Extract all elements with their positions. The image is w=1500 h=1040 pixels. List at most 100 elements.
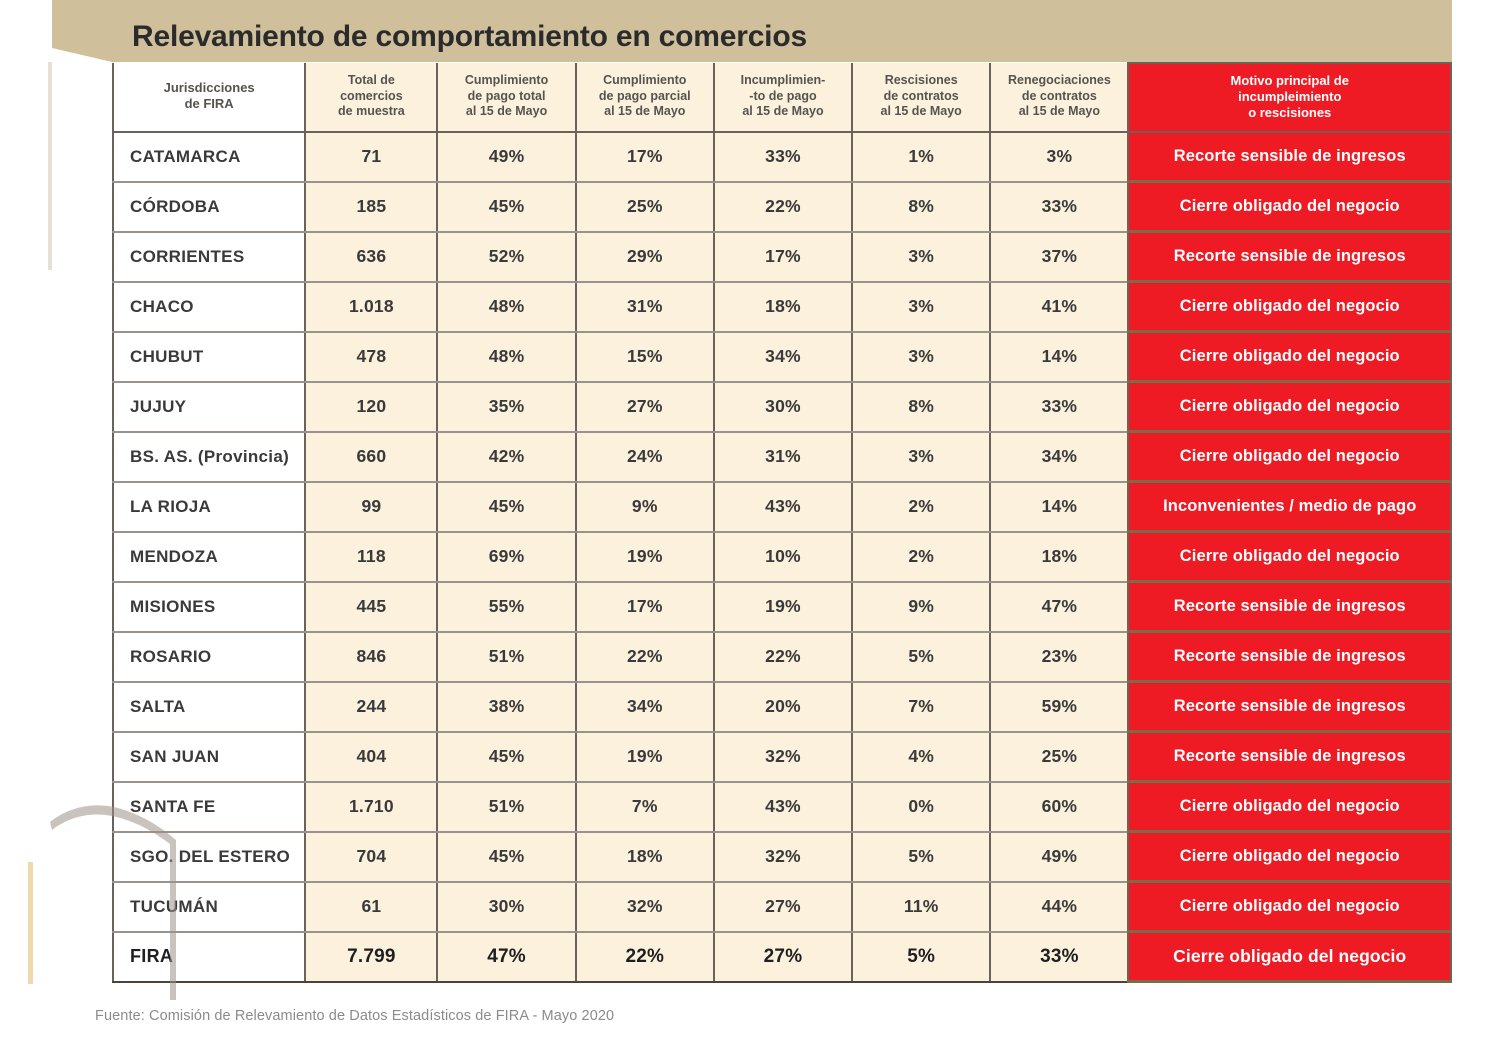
cell-incumplimiento: 33% [712, 131, 854, 183]
cell-cumplimiento-total: 45% [436, 831, 577, 883]
cell-incumplimiento: 17% [712, 231, 854, 283]
cell-rescisiones: 9% [851, 581, 992, 633]
cell-incumplimiento: 43% [712, 481, 854, 533]
cell-cumplimiento-parcial: 22% [574, 631, 715, 683]
table-row: SAN JUAN 404 45% 19% 32% 4% 25% Recorte sensibl… [111, 731, 1452, 784]
cell-total: 244 [304, 681, 439, 733]
cell-cumplimiento-total: 42% [436, 431, 577, 483]
cell-rescisiones: 4% [851, 731, 992, 783]
cell-cumplimiento-parcial: 31% [574, 281, 715, 333]
source-footnote: Fuente: Comisión de Relevamiento de Dato… [95, 1008, 615, 1024]
cell-rescisiones: 7% [851, 681, 992, 733]
cell-renegociaciones: 18% [989, 531, 1130, 583]
cell-cumplimiento-parcial: 17% [574, 581, 715, 633]
cell-total: 99 [304, 481, 439, 533]
header-line: Cumplimiento de pago parcial al 15 de Ma… [598, 73, 691, 118]
column-header-cumplimiento-total: Cumplimiento de pago total al 15 de Mayo [436, 63, 577, 133]
cell-total: 185 [304, 181, 439, 233]
title-banner [50, 0, 1452, 62]
cell-incumplimiento: 34% [712, 331, 854, 383]
cell-renegociaciones: 59% [989, 681, 1130, 733]
cell-jurisdiccion: SALTA [111, 681, 307, 733]
cell-total: 478 [304, 331, 439, 383]
header-line: Incumplimien- -to de pago al 15 de Mayo [740, 73, 826, 118]
cell-total: 118 [304, 531, 439, 583]
cell-renegociaciones: 23% [989, 631, 1130, 683]
cell-rescisiones: 8% [851, 181, 992, 233]
cell-cumplimiento-total: 49% [436, 131, 577, 183]
cell-motivo: Recorte sensible de ingresos [1127, 231, 1452, 284]
header-line: Motivo principal de incumpleimiento o re… [1230, 73, 1349, 120]
header-line: Cumplimiento de pago total al 15 de Mayo [464, 73, 549, 118]
table-row: SALTA 244 38% 34% 20% 7% 59% Recorte sensible d… [111, 681, 1452, 734]
cell-incumplimiento: 19% [712, 581, 854, 633]
table-row: FIRA 7.799 47% 22% 27% 5% 33% Cierre obligado d… [111, 930, 1452, 984]
cell-total: 846 [304, 631, 439, 683]
cell-total: 61 [304, 881, 439, 933]
cell-cumplimiento-total: 55% [436, 581, 577, 633]
table-row: JUJUY 120 35% 27% 30% 8% 33% Cierre obligado de… [111, 381, 1452, 434]
cell-cumplimiento-total: 35% [436, 381, 577, 433]
cell-renegociaciones: 33% [989, 381, 1130, 433]
cell-cumplimiento-total: 47% [436, 930, 577, 983]
cell-jurisdiccion: SGO. DEL ESTERO [111, 831, 307, 883]
table-row: SGO. DEL ESTERO 704 45% 18% 32% 5% 49% Cierre o… [111, 831, 1452, 884]
cell-renegociaciones: 14% [989, 481, 1130, 533]
cell-cumplimiento-parcial: 9% [574, 481, 715, 533]
cell-total: 636 [304, 231, 439, 283]
cell-motivo: Cierre obligado del negocio [1127, 331, 1452, 384]
column-header-renegociaciones: Renegociaciones de contratos al 15 de Ma… [989, 63, 1130, 133]
cell-cumplimiento-total: 48% [436, 281, 577, 333]
page-title: Relevamiento de comportamiento en comerc… [132, 20, 807, 53]
cell-motivo: Recorte sensible de ingresos [1127, 631, 1452, 684]
cell-renegociaciones: 3% [989, 131, 1130, 183]
cell-incumplimiento: 43% [712, 781, 854, 833]
table-header: Jurisdicciones de FIRA Total de comercio… [111, 62, 1452, 133]
cell-jurisdiccion: MENDOZA [111, 531, 307, 583]
cell-cumplimiento-total: 45% [436, 481, 577, 533]
cell-cumplimiento-total: 51% [436, 631, 577, 683]
column-header-cumplimiento-parcial: Cumplimiento de pago parcial al 15 de Ma… [574, 63, 715, 133]
cell-incumplimiento: 30% [712, 381, 854, 433]
cell-cumplimiento-parcial: 19% [574, 531, 715, 583]
cell-jurisdiccion: CÓRDOBA [111, 181, 307, 233]
cell-cumplimiento-total: 51% [436, 781, 577, 833]
cell-rescisiones: 5% [851, 930, 992, 983]
table-row: CORRIENTES 636 52% 29% 17% 3% 37% Recorte sensi… [111, 231, 1452, 284]
cell-jurisdiccion: LA RIOJA [111, 481, 307, 533]
table-row: MISIONES 445 55% 17% 19% 9% 47% Recorte sensibl… [111, 581, 1452, 634]
cell-cumplimiento-parcial: 24% [574, 431, 715, 483]
cell-rescisiones: 3% [851, 281, 992, 333]
column-header-motivo: Motivo principal de incumpleimiento o re… [1127, 62, 1452, 133]
cell-jurisdiccion: JUJUY [111, 381, 307, 433]
cell-total: 704 [304, 831, 439, 883]
cell-cumplimiento-parcial: 19% [574, 731, 715, 783]
cell-jurisdiccion: TUCUMÁN [111, 881, 307, 933]
table-row: MENDOZA 118 69% 19% 10% 2% 18% Cierre obligado … [111, 531, 1452, 584]
table-header-row: Jurisdicciones de FIRA Total de comercio… [111, 62, 1452, 133]
table-row: ROSARIO 846 51% 22% 22% 5% 23% Recorte sensible… [111, 631, 1452, 684]
cell-motivo: Recorte sensible de ingresos [1127, 731, 1452, 784]
column-header-jurisdicciones: Jurisdicciones de FIRA [111, 63, 307, 133]
cell-jurisdiccion: FIRA [111, 930, 307, 983]
cell-motivo: Recorte sensible de ingresos [1127, 681, 1452, 734]
cell-renegociaciones: 60% [989, 781, 1130, 833]
table-row: TUCUMÁN 61 30% 32% 27% 11% 44% Cierre obligado … [111, 881, 1452, 934]
cell-total: 660 [304, 431, 439, 483]
table-row: SANTA FE 1.710 51% 7% 43% 0% 60% Cierre obligad… [111, 781, 1452, 834]
table-row: CHUBUT 478 48% 15% 34% 3% 14% Cierre obligado d… [111, 331, 1452, 384]
cell-motivo: Recorte sensible de ingresos [1127, 581, 1452, 634]
cell-jurisdiccion: CHUBUT [111, 331, 307, 383]
cell-rescisiones: 0% [851, 781, 992, 833]
cell-incumplimiento: 27% [712, 881, 854, 933]
cell-total: 1.018 [304, 281, 439, 333]
cell-renegociaciones: 33% [989, 930, 1130, 983]
cell-motivo: Cierre obligado del negocio [1127, 181, 1452, 234]
cell-motivo: Cierre obligado del negocio [1127, 781, 1452, 834]
cell-total: 120 [304, 381, 439, 433]
header-line: Jurisdicciones de FIRA [163, 80, 255, 112]
cell-motivo: Cierre obligado del negocio [1127, 381, 1452, 434]
cell-cumplimiento-total: 69% [436, 531, 577, 583]
cell-incumplimiento: 32% [712, 731, 854, 783]
cell-jurisdiccion: MISIONES [111, 581, 307, 633]
